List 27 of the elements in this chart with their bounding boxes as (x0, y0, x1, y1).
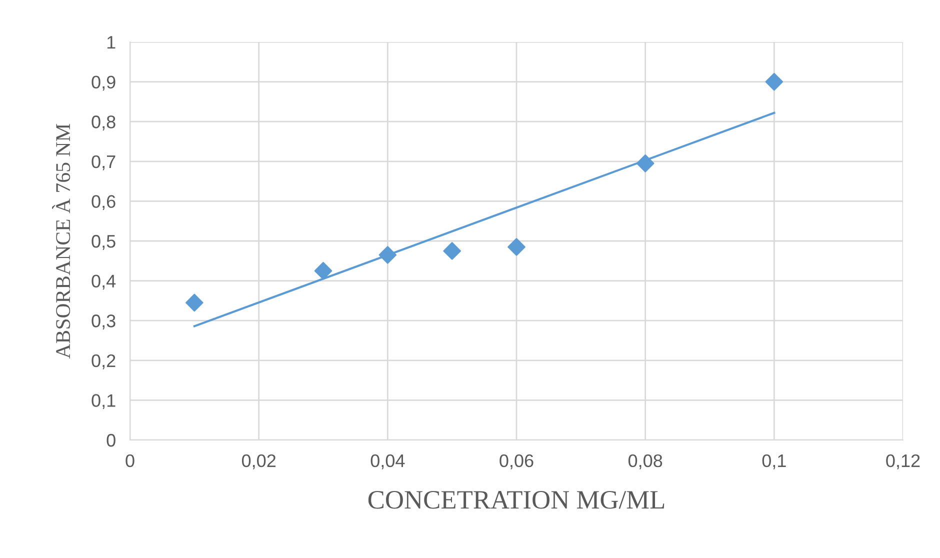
y-tick-label: 0,7 (92, 155, 116, 170)
point (508, 238, 526, 256)
x-tick-label: 0,12 (886, 454, 920, 470)
y-tick-label: 0,2 (92, 354, 116, 370)
y-tick-label: 0,1 (92, 394, 116, 410)
point (314, 262, 332, 280)
y-tick-label: 0,5 (92, 234, 116, 250)
x-tick-label: 0 (126, 454, 134, 468)
y-tick-label: 1 (107, 36, 116, 49)
point (186, 294, 204, 312)
y-tick-label: 0,9 (92, 76, 116, 91)
x-tick-label: 0,08 (628, 454, 662, 470)
y-tick-label: 0,3 (92, 314, 116, 330)
point (443, 242, 461, 260)
x-tick-label: 0,02 (242, 454, 276, 470)
x-tick-label: 0,1 (762, 454, 786, 470)
x-tick-label: 0,04 (370, 454, 405, 470)
y-tick-label: 0 (106, 434, 116, 447)
x-axis-title: CONCETRATION MG/ML (368, 491, 664, 509)
x-tick-label: 0,06 (500, 454, 534, 470)
y-tick-label: 0,8 (92, 116, 116, 130)
y-tick-label: 0,6 (92, 195, 116, 210)
y-axis-title: ABSORBANCE À 765 NM (52, 124, 70, 359)
y-tick-label: 0,4 (92, 274, 116, 290)
point (636, 154, 654, 172)
point (765, 72, 784, 91)
point (378, 246, 397, 264)
